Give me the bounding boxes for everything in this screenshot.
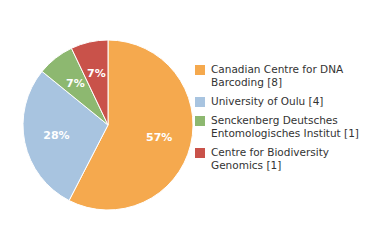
html-text:Centre for Biodiversity Genomi: Centre for Biodiversity Genomics [1] bbox=[211, 145, 330, 171]
svg-text:7%: 7% bbox=[87, 67, 106, 80]
html-text:University of Oulu [4]: University of Oulu [4] bbox=[211, 94, 324, 107]
svg-text:7%: 7% bbox=[66, 77, 85, 90]
svg-text:28%: 28% bbox=[43, 129, 69, 142]
svg-text:57%: 57% bbox=[146, 131, 172, 144]
html-text:Senckenberg Deutsches Entomolo: Senckenberg Deutsches Entomologisches In… bbox=[211, 113, 359, 139]
html-text:Canadian Centre for DNA Barcod: Canadian Centre for DNA Barcoding [8] bbox=[211, 62, 344, 88]
